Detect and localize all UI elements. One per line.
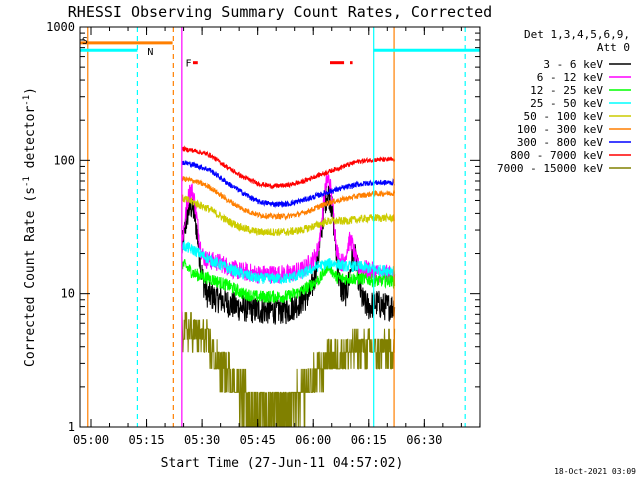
- series-line: [181, 239, 396, 285]
- chart-title: RHESSI Observing Summary Count Rates, Co…: [68, 3, 492, 21]
- legend-label: 7000 - 15000 keV: [497, 162, 603, 175]
- x-axis-label: Start Time (27-Jun-11 04:57:02): [161, 456, 404, 471]
- legend-header: Att 0: [597, 41, 630, 54]
- y-tick-label: 1: [68, 420, 75, 434]
- plot-frame: [79, 26, 481, 428]
- plot-area: [181, 145, 396, 428]
- y-tick-label: 1000: [46, 20, 75, 34]
- y-tick-label: 100: [53, 153, 75, 167]
- legend-label: 25 - 50 keV: [530, 97, 603, 110]
- series-line: [181, 194, 395, 237]
- x-tick-label: 05:45: [240, 433, 276, 447]
- series-line: [181, 185, 396, 325]
- x-tick-label: 06:00: [295, 433, 331, 447]
- x-axis: 05:00 05:15 05:30 05:45 06:00 06:15 06:30: [73, 27, 481, 447]
- x-tick-label: 05:00: [73, 433, 109, 447]
- legend-label: 50 - 100 keV: [524, 110, 604, 123]
- y-axis-label-main: Corrected Count Rate (s: [23, 187, 38, 367]
- y-axis-label-sup: -1: [22, 176, 32, 187]
- flag-marker-label: S: [82, 36, 88, 47]
- date-stamp: 18-Oct-2021 03:09: [554, 467, 636, 476]
- series-line: [181, 256, 396, 303]
- legend-label: 6 - 12 keV: [537, 71, 604, 84]
- series-line: [181, 176, 396, 221]
- annotations: S N F: [80, 27, 480, 427]
- y-axis-label-mid: detector: [23, 106, 38, 177]
- flag-marker-label: F: [186, 59, 192, 70]
- y-axis-label-sup: -1: [22, 95, 32, 106]
- legend-label: 800 - 7000 keV: [510, 149, 603, 162]
- y-tick-label: 10: [61, 287, 75, 301]
- series-line: [181, 311, 396, 428]
- x-tick-label: 06:15: [351, 433, 387, 447]
- legend-label: 12 - 25 keV: [530, 84, 603, 97]
- y-axis: 1 10 100 1000: [46, 20, 480, 434]
- legend-label: 300 - 800 keV: [517, 136, 603, 149]
- legend-label: 100 - 300 keV: [517, 123, 603, 136]
- legend-header: Det 1,3,4,5,6,9,: [524, 28, 630, 41]
- y-axis-label-end: ): [23, 87, 38, 95]
- x-tick-label: 05:15: [128, 433, 164, 447]
- series-line: [181, 145, 396, 190]
- flag-marker-label: N: [147, 47, 153, 58]
- x-tick-label: 06:30: [406, 433, 442, 447]
- series-line: [181, 160, 396, 209]
- x-tick-label: 05:30: [184, 433, 220, 447]
- legend-label: 3 - 6 keV: [543, 58, 603, 71]
- y-axis-label: Corrected Count Rate (s-1 detector-1): [22, 87, 38, 367]
